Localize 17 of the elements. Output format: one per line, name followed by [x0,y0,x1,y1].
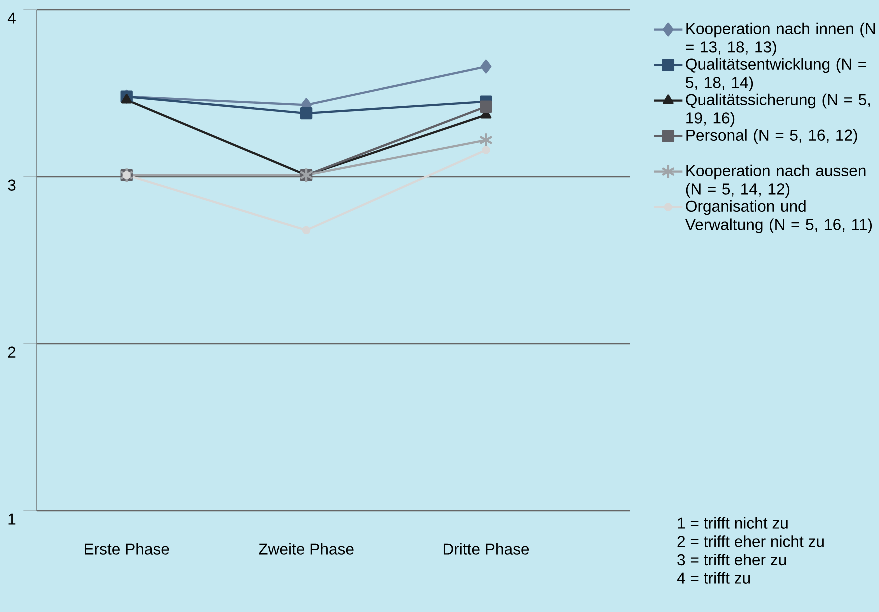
text: 4 = trifft zu [677,572,750,584]
text: 3 = trifft eher zu [678,554,786,566]
y-tick-label: 1 [8,514,16,525]
legend-label: Kooperation nach aussen (N = 5, 14, 12) [686,164,866,198]
legend-label: Personal (N = 5, 16, 12) [686,129,858,144]
legend-label: Qualitätssicherung (N = 5, 19, 16) [686,94,870,127]
y-tick-label: 4 [8,12,16,24]
legend-label: Organisation und Verwaltung (N = 5, 16, 11) [685,200,872,234]
x-tick-label: Dritte Phase [444,543,530,555]
x-tick-label: Erste Phase [85,543,170,555]
y-tick-label: 3 [8,180,16,191]
legend-label: Kooperation nach innen (N = 13, 18, 13) [686,22,876,56]
legend-label: Qualitätsentwicklung (N = 5, 18, 14) [686,58,866,92]
y-tick-label: 2 [8,346,16,358]
text: 2 = trifft eher nicht zu [678,536,824,548]
x-tick-label: Zweite Phase [259,543,354,555]
text: 1 = trifft nicht zu [678,517,788,529]
